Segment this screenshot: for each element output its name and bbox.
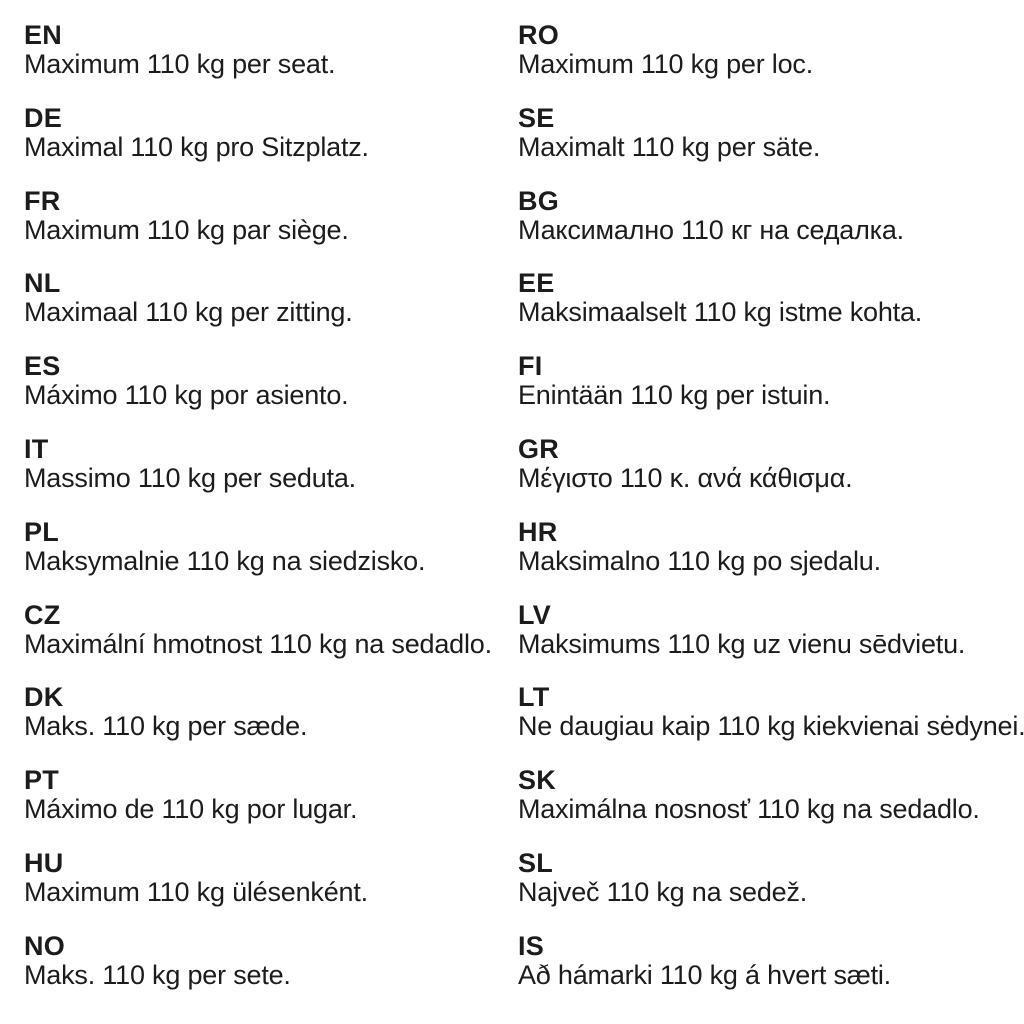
translation-text: Maximum 110 kg par siège. xyxy=(24,214,349,245)
translation-text: Maksimalno 110 kg po sjedalu. xyxy=(518,545,881,576)
translation-text: Maksimums 110 kg uz vienu sēdvietu. xyxy=(518,628,966,659)
translation-text: Massimo 110 kg per seduta. xyxy=(24,462,356,493)
translation-text: Ne daugiau kaip 110 kg kiekvienai sėdyne… xyxy=(518,711,1024,742)
language-entry-hr: HR Maksimalno 110 kg po sjedalu. xyxy=(518,516,1024,601)
translation-text: Máximo 110 kg por asiento. xyxy=(24,380,349,411)
language-entry-ee: EE Maksimaalselt 110 kg istme kohta. xyxy=(518,269,1024,352)
language-code: SK xyxy=(518,765,556,796)
language-code: HU xyxy=(24,847,64,878)
language-entry-sl: SL Največ 110 kg na sedež. xyxy=(518,847,1024,932)
language-code: SE xyxy=(518,102,555,133)
language-code: LV xyxy=(518,599,551,630)
translation-text: Največ 110 kg na sedež. xyxy=(518,876,808,907)
language-columns: EN Maximum 110 kg per seat. DE Maximal 1… xyxy=(24,21,1024,1015)
language-entry-fi: FI Enintään 110 kg per istuin. xyxy=(518,352,1024,435)
language-code: HR xyxy=(518,516,558,547)
translation-text: Maximum 110 kg ülésenként. xyxy=(24,876,368,907)
language-entry-se: SE Maximalt 110 kg per säte. xyxy=(518,102,1024,187)
language-code: IT xyxy=(24,433,49,464)
translation-text: Maximum 110 kg per loc. xyxy=(518,49,814,79)
language-code: PL xyxy=(24,516,59,547)
language-code: DE xyxy=(24,102,62,133)
language-entry-it: IT Massimo 110 kg per seduta. xyxy=(24,433,518,518)
translation-text: Maximální hmotnost 110 kg na sedadlo. xyxy=(24,628,492,659)
language-entry-pl: PL Maksymalnie 110 kg na siedzisko. xyxy=(24,516,518,601)
language-code: LT xyxy=(518,682,550,713)
translation-text: Maximalt 110 kg per säte. xyxy=(518,131,821,162)
language-entry-cz: CZ Maximální hmotnost 110 kg na sedadlo. xyxy=(24,599,518,684)
translation-text: Maksymalnie 110 kg na siedzisko. xyxy=(24,545,426,576)
translation-text: Að hámarki 110 kg á hvert sæti. xyxy=(518,959,891,990)
language-entry-bg: BG Максимално 110 кг на седалка. xyxy=(518,185,1024,270)
language-entry-hu: HU Maximum 110 kg ülésenként. xyxy=(24,847,518,932)
translation-text: Максимално 110 кг на седалка. xyxy=(518,214,904,245)
language-code: GR xyxy=(518,433,559,464)
language-code: NL xyxy=(24,268,61,299)
translation-text: Maximálna nosnosť 110 kg na sedadlo. xyxy=(518,794,980,825)
language-code: EN xyxy=(24,20,62,50)
language-code: SL xyxy=(518,847,553,878)
language-code: RO xyxy=(518,20,559,50)
language-entry-es: ES Máximo 110 kg por asiento. xyxy=(24,352,518,435)
language-entry-lt: LT Ne daugiau kaip 110 kg kiekvienai sėd… xyxy=(518,683,1024,766)
language-code: CZ xyxy=(24,599,61,630)
left-column: EN Maximum 110 kg per seat. DE Maximal 1… xyxy=(24,21,518,1015)
translation-text: Máximo de 110 kg por lugar. xyxy=(24,794,358,825)
language-entry-is: IS Að hámarki 110 kg á hvert sæti. xyxy=(518,930,1024,1015)
translation-text: Maximum 110 kg per seat. xyxy=(24,49,336,79)
language-entry-pt: PT Máximo de 110 kg por lugar. xyxy=(24,766,518,849)
language-entry-nl: NL Maximaal 110 kg per zitting. xyxy=(24,269,518,352)
translation-text: Maximaal 110 kg per zitting. xyxy=(24,297,353,328)
language-code: PT xyxy=(24,765,59,796)
translation-text: Maks. 110 kg per sæde. xyxy=(24,711,308,742)
language-code: BG xyxy=(518,185,559,216)
translation-text: Maks. 110 kg per sete. xyxy=(24,959,291,990)
language-entry-lv: LV Maksimums 110 kg uz vienu sēdvietu. xyxy=(518,599,1024,684)
language-code: DK xyxy=(24,682,64,713)
language-entry-dk: DK Maks. 110 kg per sæde. xyxy=(24,683,518,766)
right-column: RO Maximum 110 kg per loc. SE Maximalt 1… xyxy=(518,21,1024,1015)
translation-text: Maksimaalselt 110 kg istme kohta. xyxy=(518,297,923,328)
language-code: FI xyxy=(518,351,543,382)
language-entry-de: DE Maximal 110 kg pro Sitzplatz. xyxy=(24,102,518,187)
language-entry-no: NO Maks. 110 kg per sete. xyxy=(24,930,518,1015)
translation-text: Μέγιστο 110 κ. ανά κάθισμα. xyxy=(518,462,853,493)
language-entry-ro: RO Maximum 110 kg per loc. xyxy=(518,21,1024,104)
language-code: IS xyxy=(518,930,544,961)
language-code: NO xyxy=(24,930,65,961)
language-code: ES xyxy=(24,351,61,382)
language-entry-en: EN Maximum 110 kg per seat. xyxy=(24,21,518,104)
translation-text: Maximal 110 kg pro Sitzplatz. xyxy=(24,131,369,162)
language-code: EE xyxy=(518,268,555,299)
language-entry-fr: FR Maximum 110 kg par siège. xyxy=(24,185,518,270)
language-entry-sk: SK Maximálna nosnosť 110 kg na sedadlo. xyxy=(518,766,1024,849)
language-entry-gr: GR Μέγιστο 110 κ. ανά κάθισμα. xyxy=(518,433,1024,518)
language-code: FR xyxy=(24,185,61,216)
translation-text: Enintään 110 kg per istuin. xyxy=(518,380,831,411)
